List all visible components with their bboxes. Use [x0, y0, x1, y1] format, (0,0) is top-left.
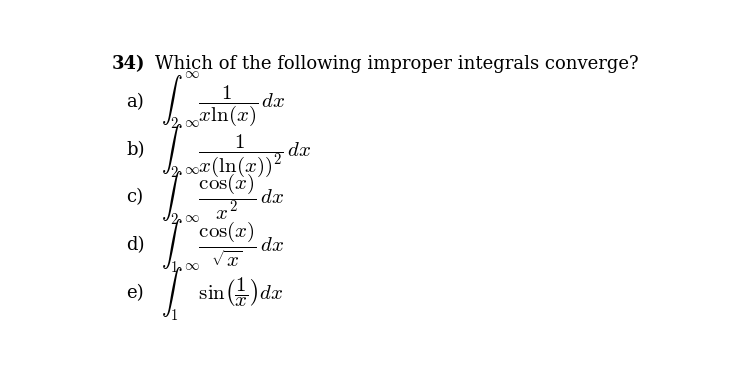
- Text: $\int_1^{\infty} \dfrac{\cos(x)}{\sqrt{x}}\,dx$: $\int_1^{\infty} \dfrac{\cos(x)}{\sqrt{x…: [161, 215, 284, 276]
- Text: d): d): [126, 236, 144, 254]
- Text: $\int_1^{\infty} \sin\!\left(\dfrac{1}{x}\right)dx$: $\int_1^{\infty} \sin\!\left(\dfrac{1}{x…: [161, 262, 284, 324]
- Text: b): b): [126, 141, 144, 158]
- Text: $\int_2^{\infty} \dfrac{1}{x(\ln(x))^2}\,dx$: $\int_2^{\infty} \dfrac{1}{x(\ln(x))^2}\…: [161, 119, 311, 180]
- Text: a): a): [126, 93, 144, 111]
- Text: e): e): [126, 284, 144, 302]
- Text: 34): 34): [111, 55, 145, 73]
- Text: c): c): [126, 188, 143, 206]
- Text: $\int_2^{\infty} \dfrac{1}{x\ln(x)}\,dx$: $\int_2^{\infty} \dfrac{1}{x\ln(x)}\,dx$: [161, 71, 286, 132]
- Text: $\int_2^{\infty} \dfrac{\cos(x)}{x^2}\,dx$: $\int_2^{\infty} \dfrac{\cos(x)}{x^2}\,d…: [161, 167, 284, 228]
- Text: Which of the following improper integrals converge?: Which of the following improper integral…: [155, 55, 638, 73]
